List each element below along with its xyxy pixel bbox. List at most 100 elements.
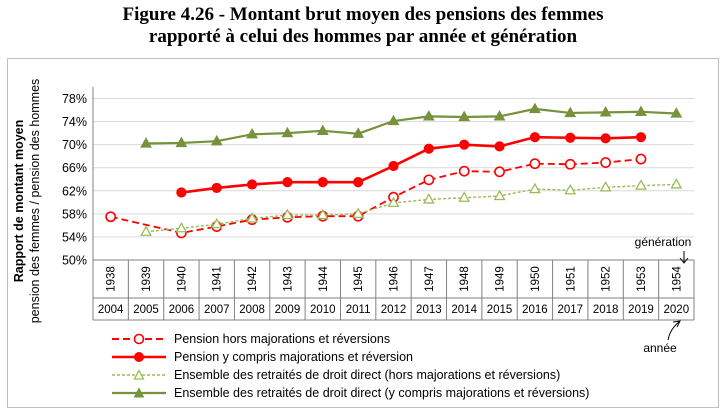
data-point <box>528 182 541 194</box>
data-point <box>493 110 506 121</box>
y-tick-label: 54% <box>62 230 87 244</box>
legend-item-2: Pension y compris majorations et réversi… <box>110 348 413 366</box>
data-point <box>317 177 328 188</box>
legend-swatch-2 <box>112 352 166 362</box>
generation-tick-label: 1941 <box>212 266 224 292</box>
y-axis-label-line-2: pension des femmes / pension des hommes <box>28 79 42 324</box>
data-point <box>635 153 647 165</box>
year-tick-label: 2006 <box>169 304 195 316</box>
data-point <box>635 105 647 116</box>
year-tick-label: 2010 <box>310 304 336 316</box>
y-tick-label: 58% <box>62 207 87 221</box>
data-point <box>353 177 364 188</box>
year-tick-label: 2014 <box>451 304 477 316</box>
generation-tick-label: 1940 <box>176 266 188 292</box>
data-point <box>494 166 505 178</box>
data-point <box>387 114 400 126</box>
data-point <box>211 182 222 194</box>
y-tick-label: 74% <box>62 115 87 129</box>
series-line <box>145 183 677 233</box>
generation-tick-label: 1946 <box>389 266 401 292</box>
data-point <box>600 133 611 144</box>
year-tick-label: 2019 <box>628 304 654 316</box>
data-point <box>458 191 471 202</box>
generation-tick-label: 1938 <box>106 266 118 292</box>
data-point <box>387 196 400 208</box>
series-2 <box>176 132 647 198</box>
year-axis-label: année <box>643 341 677 355</box>
data-point <box>246 127 259 139</box>
axis-layer: 50% 54% 58% 62% 66% 70% 74% 78% 1938 1939 1940 1941… <box>62 87 695 321</box>
year-tick-label: 2011 <box>346 304 371 316</box>
label-arrows <box>667 251 689 341</box>
data-point <box>140 137 152 148</box>
data-point <box>458 165 470 177</box>
generation-tick-label: 1954 <box>671 266 683 292</box>
data-point <box>246 179 258 190</box>
y-tick-label: 50% <box>62 254 87 268</box>
generation-tick-label: 1952 <box>601 266 613 292</box>
line-chart: 50% 54% 58% 62% 66% 70% 74% 78% 1938 1939 1940 1941… <box>12 79 695 355</box>
year-tick-label: 2004 <box>98 304 124 316</box>
year-tick-label: 2005 <box>133 304 159 316</box>
legend-item-3: Ensemble des retraités de droit direct (… <box>110 366 560 384</box>
data-point <box>352 207 365 219</box>
data-point <box>281 126 294 138</box>
series-layer <box>105 102 683 239</box>
data-point <box>635 179 647 190</box>
data-point <box>599 106 612 117</box>
year-tick-label: 2016 <box>522 304 548 316</box>
generation-tick-label: 1942 <box>247 266 259 292</box>
data-point <box>670 178 683 189</box>
data-point <box>565 132 576 143</box>
legend-item-4: Ensemble des retraités de droit direct (… <box>110 384 589 402</box>
data-point <box>316 124 329 135</box>
year-tick-label: 2007 <box>204 304 230 316</box>
series-line <box>110 158 642 234</box>
series-3 <box>140 178 683 236</box>
year-tick-label: 2015 <box>487 304 513 316</box>
legend-label-3: Ensemble des retraités de droit direct (… <box>174 368 561 382</box>
year-arrow <box>667 320 681 341</box>
data-point <box>175 136 188 148</box>
data-point <box>635 132 647 143</box>
data-point <box>176 187 187 198</box>
data-point <box>599 181 612 192</box>
generation-axis-label: génération <box>635 235 692 249</box>
generation-tick-label: 1948 <box>459 266 471 292</box>
year-tick-label: 2018 <box>593 304 619 316</box>
figure-title-line-2: rapporté à celui des hommes par année et… <box>148 26 578 47</box>
series-1 <box>105 153 647 239</box>
data-point <box>282 177 293 188</box>
data-point <box>246 212 259 223</box>
year-tick-label: 2012 <box>381 304 407 316</box>
data-point <box>600 157 612 168</box>
data-point <box>423 174 435 186</box>
legend-swatch-3 <box>112 369 166 380</box>
data-point <box>316 208 329 220</box>
legend-item-1: Pension hors majorations et réversions <box>110 330 390 348</box>
data-point <box>493 189 506 201</box>
data-point <box>422 110 435 121</box>
year-arrowhead <box>672 320 681 328</box>
year-tick-label: 2009 <box>275 304 301 316</box>
y-tick-label: 70% <box>62 138 87 152</box>
data-point <box>529 158 541 170</box>
chart-frame: 50% 54% 58% 62% 66% 70% 74% 78% 1938 1939 1940 1941… <box>7 58 719 408</box>
y-tick-label: 78% <box>62 92 87 106</box>
data-point <box>140 225 152 236</box>
legend-swatch-4 <box>112 387 166 398</box>
generation-tick-label: 1949 <box>495 266 507 292</box>
y-tick-label: 66% <box>62 161 87 175</box>
legend-label-1: Pension hors majorations et réversions <box>174 332 391 346</box>
data-point <box>422 193 435 204</box>
data-point <box>670 107 683 118</box>
year-tick-label: 2020 <box>664 304 690 316</box>
data-point <box>528 102 541 114</box>
data-point <box>388 160 399 172</box>
data-point <box>210 217 223 229</box>
data-point <box>175 221 188 233</box>
data-point <box>423 143 434 154</box>
generation-tick-label: 1947 <box>424 266 436 292</box>
series-line <box>181 135 642 194</box>
